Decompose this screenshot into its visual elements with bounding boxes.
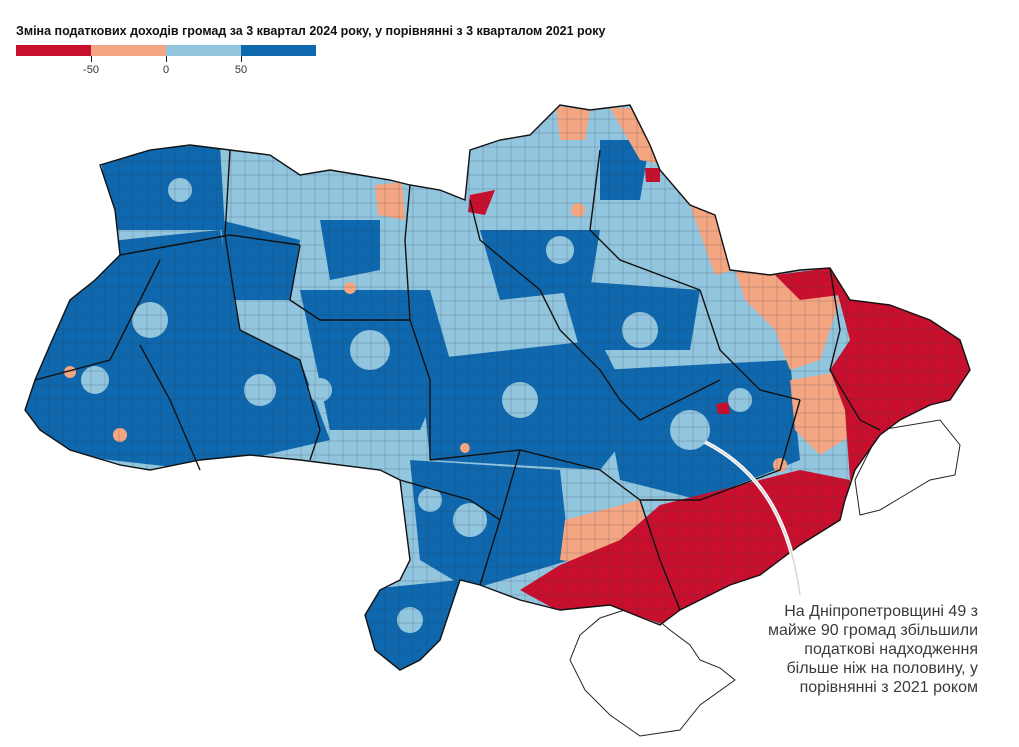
legend-tick bbox=[91, 56, 92, 62]
legend-swatch-decline bbox=[91, 45, 166, 56]
occupied-territory-east bbox=[854, 419, 961, 516]
legend-swatch-strong-decline bbox=[16, 45, 91, 56]
annotation-line: На Дніпропетровщині 49 з bbox=[784, 603, 978, 620]
legend-tick-label: -50 bbox=[83, 64, 99, 76]
crimea-outline bbox=[569, 604, 736, 737]
annotation-line: майже 90 громад збільшили bbox=[767, 622, 978, 639]
annotation-line: порівнянні з 2021 роком bbox=[799, 679, 978, 696]
legend-swatch-strong-growth bbox=[241, 45, 316, 56]
color-legend: -50 0 50 bbox=[16, 45, 316, 85]
legend-tick bbox=[241, 56, 242, 62]
map-title: Зміна податкових доходів громад за 3 ква… bbox=[16, 24, 606, 38]
legend-swatch-growth bbox=[166, 45, 241, 56]
legend-color-bar bbox=[16, 45, 316, 56]
legend-tick-label: 50 bbox=[234, 64, 248, 76]
dnipropetrovsk-annotation: На Дніпропетровщині 49 з майже 90 громад… bbox=[690, 602, 978, 697]
legend-tick bbox=[166, 56, 167, 62]
annotation-line: більше ніж на половину, у bbox=[786, 660, 978, 677]
legend-tick-label: 0 bbox=[162, 64, 170, 76]
annotation-line: податкові надходження bbox=[804, 641, 978, 658]
oblast-borders bbox=[24, 104, 971, 671]
